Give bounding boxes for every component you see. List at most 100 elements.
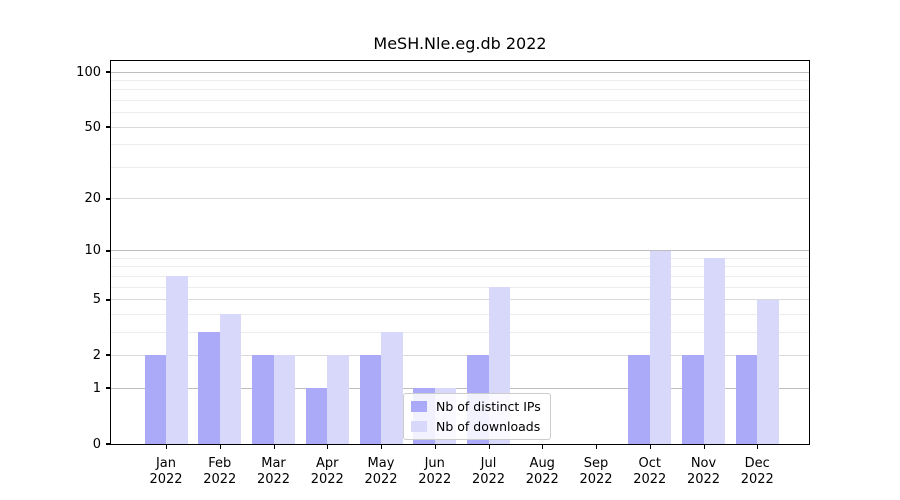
x-tick-year: 2022	[740, 472, 774, 487]
gridline-y-7	[111, 275, 809, 277]
gridline-y-40	[111, 144, 809, 146]
x-tick-month: Jul	[480, 456, 497, 471]
legend-label-downloads: Nb of downloads	[436, 419, 541, 434]
gridline-y-9	[111, 257, 809, 259]
bar-ips-oct	[628, 355, 650, 444]
y-tick-label-1: 1	[92, 380, 101, 396]
x-tick-mar	[273, 445, 275, 449]
bar-ips-may	[359, 355, 381, 444]
bar-downloads-apr	[327, 355, 349, 444]
legend-item-distinct-ips: Nb of distinct IPs	[411, 399, 541, 414]
x-tick-label-mar: Mar 2022	[242, 456, 306, 488]
gridline-y-70	[111, 100, 809, 102]
x-tick-may	[381, 445, 382, 449]
y-tick-50	[106, 126, 110, 129]
gridline-y-60	[111, 112, 809, 114]
legend: Nb of distinct IPs Nb of downloads	[403, 393, 551, 440]
legend-item-downloads: Nb of downloads	[411, 419, 541, 434]
x-tick-month: Aug	[529, 456, 555, 471]
x-tick-year: 2022	[364, 472, 398, 487]
x-tick-year: 2022	[310, 472, 344, 487]
x-tick-month: Dec	[744, 456, 770, 471]
bar-ips-feb	[198, 332, 220, 444]
x-tick-label-sep: Sep 2022	[564, 456, 628, 488]
y-tick-label-0: 0	[92, 436, 101, 452]
bar-downloads-may	[381, 332, 403, 444]
bar-ips-mar	[252, 355, 274, 444]
x-tick-label-nov: Nov 2022	[672, 456, 736, 488]
gridline-y-3	[111, 331, 809, 333]
gridline-y-50	[111, 126, 809, 128]
gridline-y-100	[111, 71, 809, 73]
y-tick-100	[106, 71, 110, 74]
y-tick-5	[106, 298, 110, 301]
bar-ips-dec	[735, 355, 758, 444]
x-tick-year: 2022	[633, 472, 667, 487]
x-tick-year: 2022	[418, 472, 452, 487]
bar-ips-jan	[144, 355, 166, 444]
x-tick-feb	[219, 445, 221, 449]
y-tick-label-10: 10	[84, 243, 101, 259]
bar-downloads-oct	[649, 250, 672, 444]
x-tick-month: Oct	[638, 456, 661, 471]
gridline-y-80	[111, 89, 809, 91]
bar-downloads-feb	[219, 314, 242, 444]
plot-area: Nb of distinct IPs Nb of downloads 0 1 2 5 1…	[76, 60, 810, 487]
bar-downloads-nov	[703, 258, 725, 444]
x-tick-oct	[649, 445, 651, 449]
x-tick-month: Feb	[208, 456, 232, 471]
x-tick-month: Jun	[424, 456, 445, 471]
x-tick-jun	[434, 445, 436, 449]
y-tick-2	[106, 354, 110, 357]
bar-downloads-dec	[757, 299, 779, 444]
y-tick-20	[106, 197, 110, 200]
x-tick-year: 2022	[203, 472, 237, 487]
chart-title: MeSH.Nle.eg.db 2022	[373, 34, 547, 53]
gridline-y-5	[111, 299, 809, 301]
y-tick-label-5: 5	[92, 292, 101, 308]
x-tick-nov	[703, 445, 705, 449]
bar-downloads-jan	[166, 276, 188, 444]
x-tick-year: 2022	[579, 472, 613, 487]
x-tick-sep	[596, 445, 597, 449]
x-tick-month: Mar	[261, 456, 286, 471]
x-tick-label-may: May 2022	[349, 456, 413, 488]
x-tick-month: Jan	[155, 456, 177, 471]
x-tick-aug	[542, 445, 544, 449]
x-tick-label-aug: Aug 2022	[510, 456, 574, 488]
y-tick-0	[106, 443, 110, 445]
x-tick-label-jan: Jan 2022	[134, 456, 198, 488]
y-tick-1	[106, 387, 110, 390]
gridline-y-1	[111, 387, 809, 389]
x-tick-month: May	[367, 456, 395, 471]
x-tick-label-jun: Jun 2022	[403, 456, 467, 488]
x-tick-month: Sep	[583, 456, 609, 471]
x-tick-month: Nov	[690, 456, 717, 471]
x-tick-label-apr: Apr 2022	[295, 456, 359, 488]
x-tick-label-jul: Jul 2022	[457, 456, 521, 488]
x-tick-label-dec: Dec 2022	[725, 456, 789, 488]
gridline-y-90	[111, 80, 809, 82]
x-tick-year: 2022	[149, 472, 183, 487]
gridline-y-6	[111, 286, 809, 288]
bar-downloads-mar	[273, 355, 295, 444]
x-tick-year: 2022	[525, 472, 559, 487]
y-tick-label-100: 100	[76, 64, 101, 80]
x-tick-year: 2022	[686, 472, 721, 487]
legend-swatch-downloads	[411, 421, 427, 432]
y-tick-label-50: 50	[84, 119, 101, 135]
x-tick-dec	[757, 445, 759, 449]
x-tick-apr	[327, 445, 329, 449]
gridline-y-20	[111, 198, 809, 200]
bar-ips-nov	[682, 355, 704, 444]
x-tick-label-oct: Oct 2022	[618, 456, 682, 488]
x-tick-year: 2022	[256, 472, 291, 487]
x-tick-year: 2022	[471, 472, 506, 487]
gridline-y-2	[111, 354, 809, 356]
legend-label-distinct-ips: Nb of distinct IPs	[436, 399, 541, 414]
x-tick-label-feb: Feb 2022	[188, 456, 252, 488]
y-tick-label-20: 20	[84, 191, 101, 207]
bar-ips-apr	[305, 388, 328, 444]
x-tick-month: Apr	[316, 456, 339, 471]
